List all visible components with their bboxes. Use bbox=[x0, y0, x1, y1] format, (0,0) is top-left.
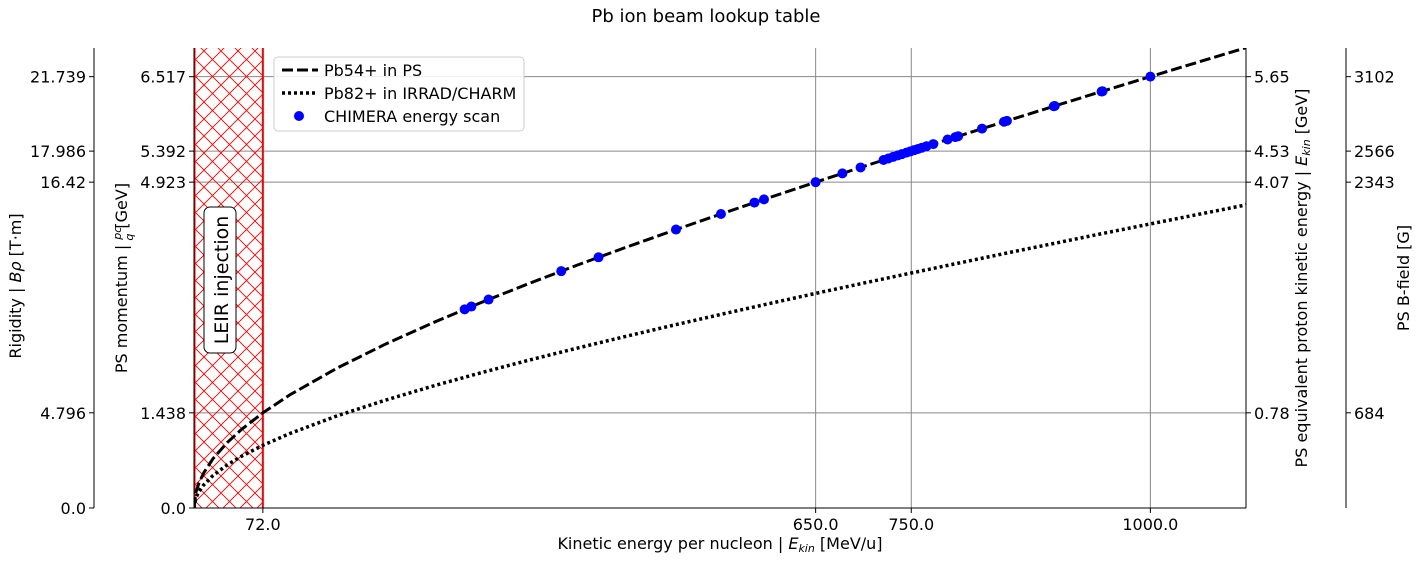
scatter-point bbox=[466, 301, 477, 312]
x-tick-label: 1000.0 bbox=[1122, 515, 1178, 534]
scatter-point bbox=[928, 139, 939, 150]
scatter-point bbox=[837, 168, 848, 179]
scatter-point bbox=[758, 194, 769, 205]
x-tick-label: 650.0 bbox=[793, 515, 839, 534]
injection-label: LEIR injection bbox=[203, 206, 237, 354]
scatter-point bbox=[1049, 100, 1060, 111]
y-rigidity-label: Rigidity | Bρ [T·m] bbox=[6, 213, 25, 358]
scatter-point bbox=[810, 177, 821, 188]
series-layer bbox=[194, 48, 1246, 508]
series-line-0 bbox=[194, 48, 1246, 508]
chart-title: Pb ion beam lookup table bbox=[592, 6, 821, 27]
scatter-point bbox=[483, 294, 494, 305]
legend-label-pb54: Pb54+ in PS bbox=[324, 61, 422, 80]
scatter-point bbox=[977, 123, 988, 134]
x-axis-label: Kinetic energy per nucleon | Ekin [MeV/u… bbox=[557, 534, 882, 555]
y-momentum-tick-label: 1.438 bbox=[140, 404, 186, 423]
y-proton-tick-label: 4.07 bbox=[1254, 173, 1290, 192]
y-bfield-tick-label: 2566 bbox=[1354, 142, 1395, 161]
legend-label-chimera: CHIMERA energy scan bbox=[324, 107, 500, 126]
y-proton-tick-label: 4.53 bbox=[1254, 142, 1290, 161]
y-bfield-label: PS B-field [G] bbox=[1394, 225, 1413, 331]
scatter-point bbox=[671, 224, 682, 235]
legend-label-pb82: Pb82+ in IRRAD/CHARM bbox=[324, 84, 516, 103]
x-tick-label: 72.0 bbox=[245, 515, 281, 534]
y-rigidity-tick-label: 21.739 bbox=[30, 68, 86, 87]
y-bfield-tick-label: 2343 bbox=[1354, 173, 1395, 192]
scatter-point bbox=[749, 197, 760, 208]
x-tick-label: 750.0 bbox=[888, 515, 934, 534]
y-momentum-tick-label: 0.0 bbox=[161, 499, 186, 518]
scatter-point bbox=[1097, 86, 1108, 97]
scatter-point bbox=[556, 266, 567, 277]
y-momentum-tick-label: 6.517 bbox=[140, 68, 186, 87]
scatter-point bbox=[1001, 115, 1012, 126]
scatter-point bbox=[1145, 71, 1156, 82]
injection-label-text: LEIR injection bbox=[211, 216, 233, 345]
legend: Pb54+ in PS Pb82+ in IRRAD/CHARM CHIMERA… bbox=[273, 56, 525, 132]
scatter-point bbox=[953, 131, 964, 142]
y-rigidity-tick-label: 0.0 bbox=[61, 499, 86, 518]
injection-region bbox=[194, 48, 264, 508]
scatter-point bbox=[715, 208, 726, 219]
y-bfield-tick-label: 684 bbox=[1354, 404, 1385, 423]
y-rigidity-tick-label: 4.796 bbox=[40, 404, 86, 423]
series-line-1 bbox=[194, 203, 1246, 508]
y-proton-label: PS equivalent proton kinetic energy | Ek… bbox=[1292, 89, 1313, 468]
y-momentum-label: PS momentum | pcq [GeV] bbox=[111, 183, 136, 373]
y-rigidity-tick-label: 17.986 bbox=[30, 142, 86, 161]
scatter-point bbox=[942, 134, 953, 145]
y-rigidity-tick-label: 16.42 bbox=[40, 173, 86, 192]
y-momentum-tick-label: 4.923 bbox=[140, 173, 186, 192]
y-proton-tick-label: 0.78 bbox=[1254, 404, 1290, 423]
legend-swatch-chimera bbox=[294, 111, 304, 121]
y-proton-tick-label: 5.65 bbox=[1254, 68, 1290, 87]
y-momentum-tick-label: 5.392 bbox=[140, 142, 186, 161]
scatter-point bbox=[593, 252, 604, 263]
scatter-point bbox=[855, 162, 866, 173]
y-bfield-tick-label: 3102 bbox=[1354, 68, 1395, 87]
axes: 72.0 650.0 750.0 1000.0 0.0 1.438 4.923 5.392 6.… bbox=[30, 48, 1395, 534]
